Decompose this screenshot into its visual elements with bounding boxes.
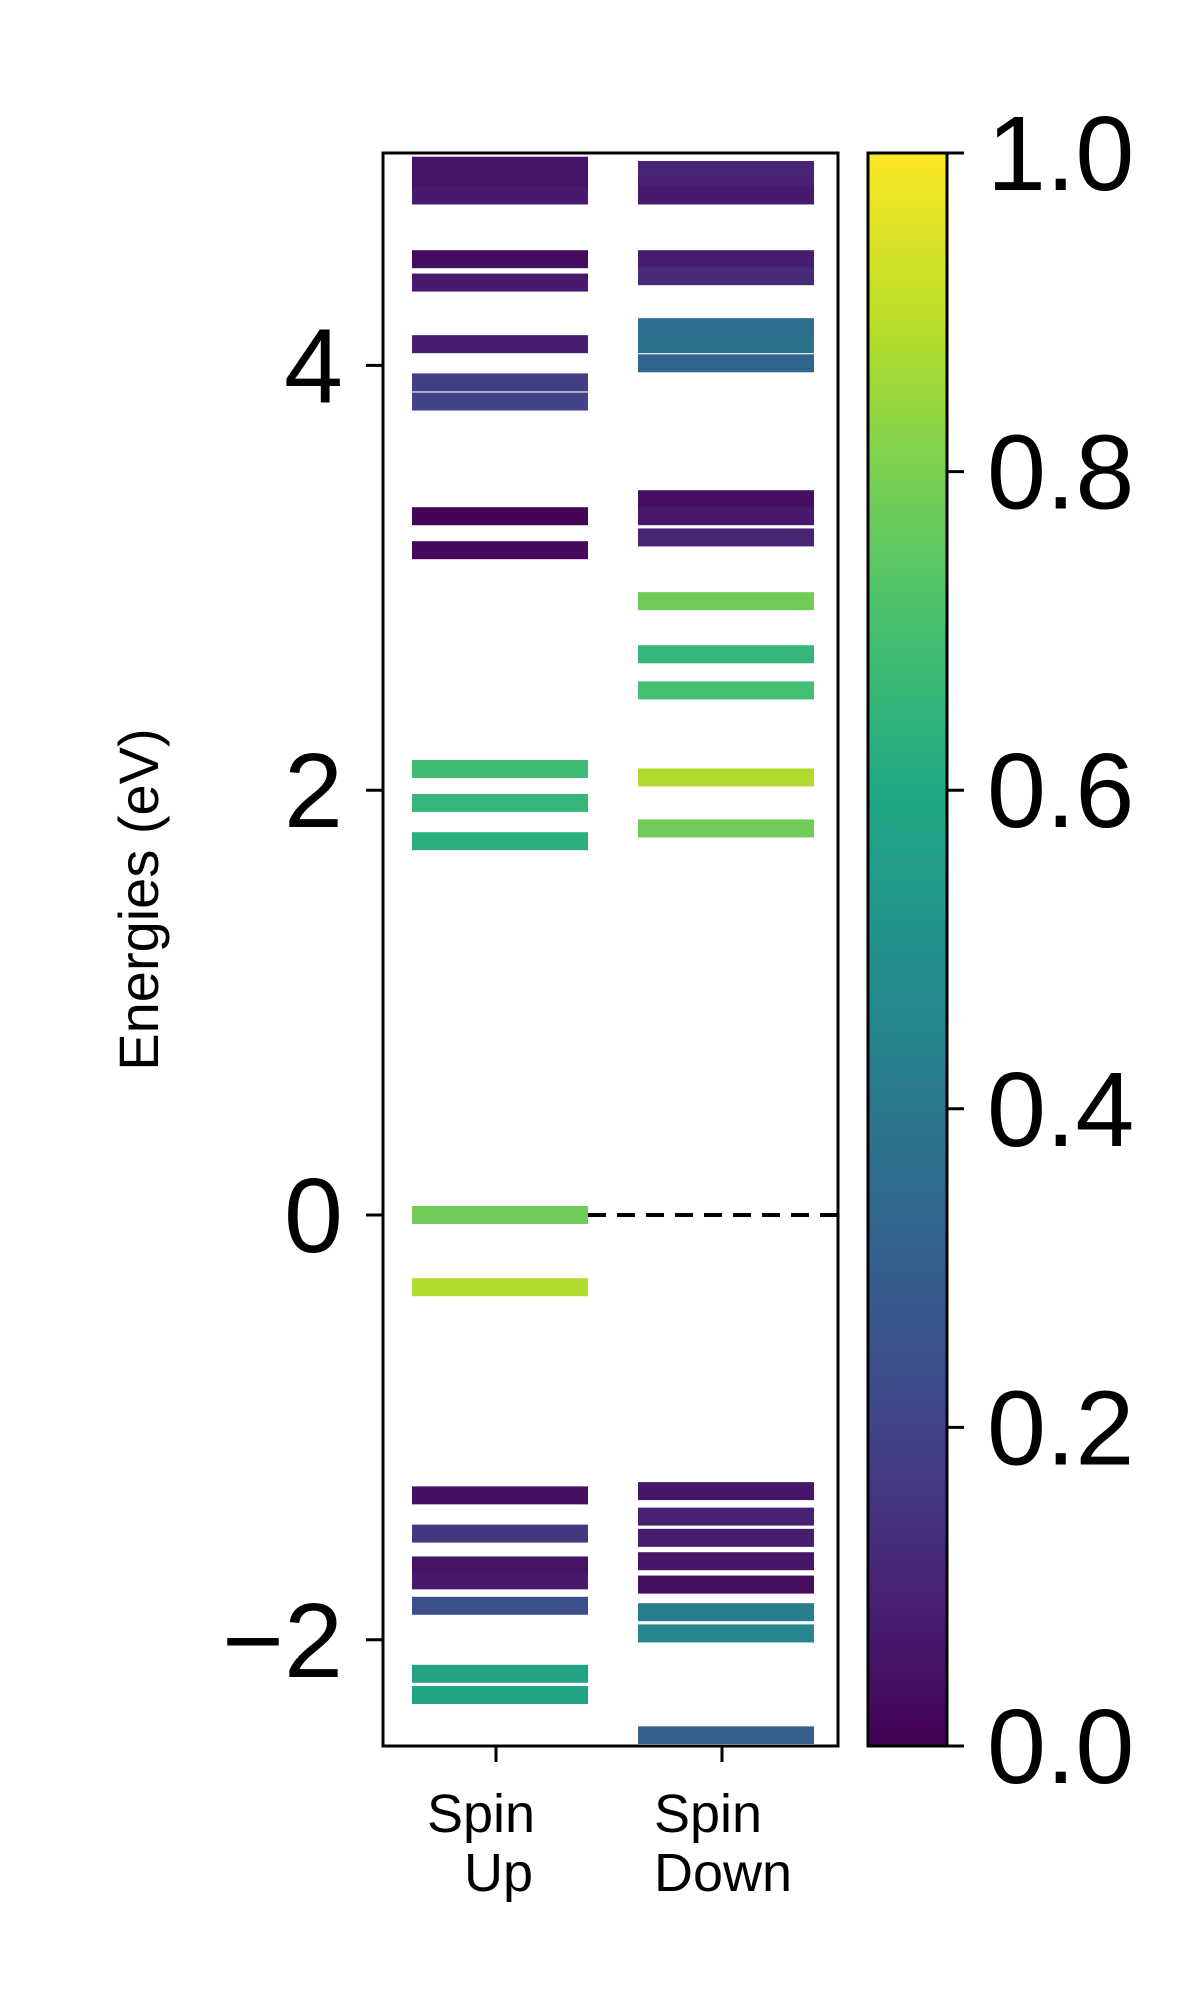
spin-up-level (412, 541, 588, 560)
colorbar-tick-label: 0.8 (987, 414, 1134, 532)
y-axis-label: Energies (eV) (107, 728, 170, 1070)
spin-down-level (638, 1528, 814, 1547)
spin-down-level (638, 250, 814, 269)
colorbar-tick-label: 0.2 (987, 1369, 1134, 1487)
spin-down-level (638, 1624, 814, 1643)
spin-down-level (638, 1507, 814, 1526)
colorbar (866, 151, 949, 1748)
levels-layer (412, 156, 814, 1744)
spin-down-level (638, 335, 814, 354)
spin-down-level (638, 267, 814, 286)
spin-up-level (412, 273, 588, 292)
spin-down-level (638, 645, 814, 664)
x-category-label-line1: Spin (654, 1784, 762, 1844)
spin-up-level (412, 1556, 588, 1575)
spin-down-level (638, 681, 814, 700)
spin-up-level (412, 186, 588, 205)
spin-down-level (638, 1726, 814, 1744)
colorbar-tick-label: 1.0 (987, 95, 1134, 213)
spin-up-level (412, 1664, 588, 1683)
spin-up-level (412, 373, 588, 392)
spin-down-level (638, 354, 814, 373)
spin-down-level (638, 1482, 814, 1501)
spin-down-level (638, 768, 814, 787)
y-tick-label: 4 (284, 307, 343, 425)
spin-down-level (638, 160, 814, 179)
y-tick-label: 2 (284, 732, 343, 850)
spin-down-level (638, 528, 814, 547)
plot-frame (381, 151, 840, 1748)
spin-up-level (412, 832, 588, 851)
spin-down-level (638, 186, 814, 205)
x-category-label-line1: Spin (427, 1784, 535, 1844)
spin-down-level (638, 490, 814, 509)
spin-down-level (638, 592, 814, 611)
spin-up-level (412, 1486, 588, 1505)
spin-down-level (638, 1575, 814, 1594)
spin-up-level (412, 1278, 588, 1297)
spin-up-level (412, 1686, 588, 1705)
x-category-label-line2: Up (464, 1843, 533, 1903)
spin-down-level (638, 1552, 814, 1571)
spin-up-level (412, 1206, 588, 1224)
spin-up-level (412, 250, 588, 269)
spin-up-level (412, 1524, 588, 1543)
colorbar-ticks: 0.0 0.2 0.4 0.6 0.8 1.0 (947, 95, 1134, 1806)
spin-up-level (412, 392, 588, 411)
y-axis-ticks: −2 0 2 4 (222, 307, 383, 1700)
y-tick-label: −2 (222, 1582, 343, 1700)
colorbar-tick-label: 0.6 (987, 732, 1134, 850)
spin-up-level (412, 507, 588, 526)
y-tick-label: 0 (284, 1157, 343, 1275)
spin-down-level (638, 507, 814, 526)
spin-up-level (412, 1571, 588, 1590)
colorbar-tick-label: 0.4 (987, 1051, 1134, 1169)
spin-up-level (412, 759, 588, 778)
spin-up-level (412, 793, 588, 812)
spin-down-level (638, 318, 814, 337)
spin-down-level (638, 819, 814, 838)
x-category-label-line2: Down (654, 1843, 792, 1903)
spin-up-level (412, 1596, 588, 1615)
spin-down-level (638, 1603, 814, 1622)
spin-up-level (412, 335, 588, 354)
colorbar-tick-label: 0.0 (987, 1688, 1134, 1806)
